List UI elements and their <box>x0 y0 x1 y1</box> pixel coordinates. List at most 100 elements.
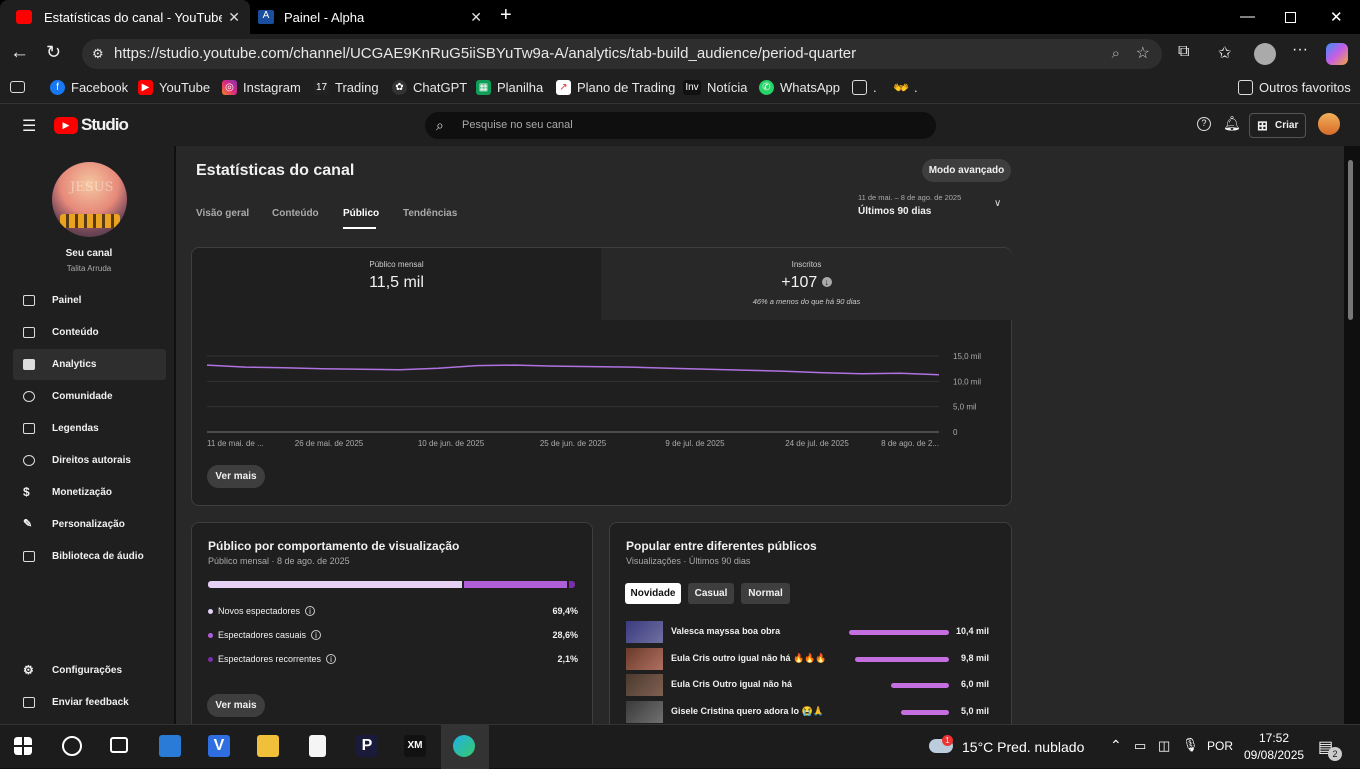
bookmark-instagram[interactable]: ◎ Instagram <box>222 80 301 95</box>
close-tab-icon[interactable]: ✕ <box>470 9 482 25</box>
subscribers-panel[interactable] <box>601 248 1012 320</box>
audience-line-chart: 11 de mai. de ... 26 de mai. de 2025 10 de… <box>206 352 981 448</box>
new-tab-button[interactable]: + <box>500 4 512 26</box>
sidebar-item-monetizacao[interactable]: $ Monetização <box>13 477 166 508</box>
channel-search-input[interactable]: ⌕ Pesquise no seu canal <box>425 112 936 139</box>
popular-row[interactable]: Eula Cris outro igual não há 🔥🔥🔥 9,8 mil <box>626 648 991 670</box>
chip-casual[interactable]: Casual <box>688 583 734 604</box>
bookmark-folder[interactable]: . <box>852 80 877 95</box>
sidebar-item-conteudo[interactable]: Conteúdo <box>13 317 166 348</box>
info-icon[interactable]: i <box>326 654 337 664</box>
minimize-button[interactable]: — <box>1240 8 1255 25</box>
edge-browser-icon[interactable] <box>453 735 475 757</box>
tab-youtube-studio[interactable]: Estatísticas do canal - YouTube Studio ✕ <box>0 0 250 34</box>
popular-row[interactable]: Valesca mayssa boa obra 10,4 mil <box>626 621 991 643</box>
chevron-down-icon: ∨ <box>994 198 1002 209</box>
popular-title: Popular entre diferentes públicos <box>626 539 817 553</box>
down-arrow-icon: ↓ <box>821 277 832 287</box>
page-scrollbar[interactable] <box>1348 160 1353 320</box>
channel-avatar[interactable]: JESUS <box>52 162 127 237</box>
sidebar-item-painel[interactable]: Painel <box>13 285 166 316</box>
document-icon[interactable] <box>309 735 326 757</box>
notifications-bell-icon[interactable]: 🔔︎ <box>1223 115 1241 131</box>
bookmark-hands[interactable]: 👐. <box>893 80 918 95</box>
bookmark-planilha[interactable]: ▦ Planilha <box>476 80 543 95</box>
extensions-icon[interactable]: ⧉ <box>1178 43 1190 60</box>
create-button[interactable]: ⊞ Criar <box>1249 113 1306 138</box>
favorite-star-icon[interactable]: ☆ <box>1135 45 1150 62</box>
v-app-icon[interactable]: V <box>208 735 230 757</box>
back-icon[interactable]: ← <box>10 42 29 63</box>
popular-row[interactable]: Eula Cris Outro igual não há 6,0 mil <box>626 674 991 696</box>
info-icon[interactable]: i <box>305 606 316 616</box>
bookmark-youtube[interactable]: ▶ YouTube <box>138 80 210 95</box>
audience-see-more-button[interactable]: Ver mais <box>207 465 265 488</box>
xm-app-icon[interactable]: XM <box>404 735 426 757</box>
help-icon[interactable]: ? <box>1197 117 1211 131</box>
url-field[interactable]: ⚙ https://studio.youtube.com/channel/UCG… <box>82 39 1162 69</box>
x-tick-label: 26 de mai. de 2025 <box>295 439 364 448</box>
tab-conteudo[interactable]: Conteúdo <box>272 208 319 219</box>
site-info-icon[interactable]: ⚙ <box>92 46 104 61</box>
bookmark-trading[interactable]: 17 Trading <box>314 80 379 95</box>
profile-avatar[interactable] <box>1254 43 1276 65</box>
period-selector[interactable]: 11 de mai. – 8 de ago. de 2025 Últimos 9… <box>858 193 1018 219</box>
bookmark-plano-trading[interactable]: ↗ Plano de Trading <box>556 80 675 95</box>
bookmark-noticia[interactable]: Inv Notícia <box>683 80 747 95</box>
tab-actions-icon[interactable] <box>10 81 25 93</box>
monthly-audience-value: 11,5 mil <box>369 274 424 291</box>
sidebar-item-analytics[interactable]: Analytics <box>13 349 166 380</box>
calendar-app-icon[interactable] <box>159 735 181 757</box>
more-menu-icon[interactable]: ··· <box>1292 41 1308 58</box>
sheets-icon: ▦ <box>476 80 491 95</box>
close-tab-icon[interactable]: ✕ <box>228 9 240 25</box>
network-icon[interactable]: ▭ <box>1134 738 1147 753</box>
menu-hamburger-icon[interactable]: ☰ <box>22 118 37 135</box>
studio-logo[interactable]: ▶ Studio <box>54 115 129 135</box>
popular-row[interactable]: Gisele Cristina quero adora lo 😭🙏 5,0 mil <box>626 701 991 723</box>
file-explorer-icon[interactable] <box>257 735 279 757</box>
tab-painel-alpha[interactable]: A Painel - Alpha ✕ <box>252 0 492 34</box>
weather-text[interactable]: 15°C Pred. nublado <box>962 739 1085 755</box>
close-window-button[interactable]: ✕ <box>1330 9 1343 26</box>
chip-novidade[interactable]: Novidade <box>625 583 681 604</box>
bookmark-facebook[interactable]: f Facebook <box>50 80 128 95</box>
clock-date[interactable]: 09/08/2025 <box>1244 748 1305 762</box>
chevron-up-icon[interactable]: ⌃ <box>1110 737 1122 753</box>
sidebar-item-configuracoes[interactable]: ⚙ Configurações <box>13 655 166 686</box>
info-icon[interactable]: i <box>311 630 322 640</box>
bookmark-whatsapp[interactable]: ✆ WhatsApp <box>759 80 840 95</box>
sidebar-item-legendas[interactable]: Legendas <box>13 413 166 444</box>
behavior-see-more-button[interactable]: Ver mais <box>207 694 265 717</box>
clock-time[interactable]: 17:52 <box>1258 731 1290 745</box>
sidebar-item-personalizacao[interactable]: ✎ Personalização <box>13 509 166 540</box>
favorites-icon[interactable]: ✩ <box>1218 45 1232 62</box>
sidebar-item-enviar-feedback[interactable]: Enviar feedback <box>13 687 166 718</box>
advanced-mode-button[interactable]: Modo avançado <box>922 159 1011 182</box>
trading-app-icon[interactable]: P <box>356 735 378 757</box>
tab-visao-geral[interactable]: Visão geral <box>196 208 250 219</box>
camera-icon[interactable]: ◫ <box>1158 738 1171 753</box>
zoom-icon[interactable]: ⌕ <box>1111 45 1120 62</box>
behavior-subtitle: Público mensal · 8 de ago. de 2025 <box>208 556 350 566</box>
folder-icon <box>1238 80 1253 95</box>
tab-publico[interactable]: Público <box>343 208 380 219</box>
restore-button[interactable] <box>1285 12 1296 23</box>
chip-normal[interactable]: Normal <box>741 583 790 604</box>
microphone-icon[interactable]: 🎙︎ <box>1182 737 1199 752</box>
reload-icon[interactable]: ↻ <box>46 42 62 62</box>
windows-start-icon[interactable] <box>14 737 32 755</box>
copilot-icon[interactable] <box>1326 43 1348 65</box>
account-avatar[interactable] <box>1318 113 1340 135</box>
x-tick-label: 9 de jul. de 2025 <box>665 439 725 448</box>
task-view-icon[interactable] <box>110 737 128 753</box>
tab-tendencias[interactable]: Tendências <box>403 208 458 219</box>
other-favorites[interactable]: Outros favoritos <box>1238 80 1351 95</box>
popular-subtitle: Visualizações · Últimos 90 dias <box>626 556 751 566</box>
sidebar-item-comunidade[interactable]: Comunidade <box>13 381 166 412</box>
language-indicator[interactable]: POR <box>1207 739 1234 753</box>
bookmark-chatgpt[interactable]: ✿ ChatGPT <box>392 80 467 95</box>
sidebar-item-direitos-autorais[interactable]: Direitos autorais <box>13 445 166 476</box>
sidebar-item-biblioteca-audio[interactable]: Biblioteca de áudio <box>13 541 166 572</box>
search-icon[interactable] <box>62 736 82 756</box>
